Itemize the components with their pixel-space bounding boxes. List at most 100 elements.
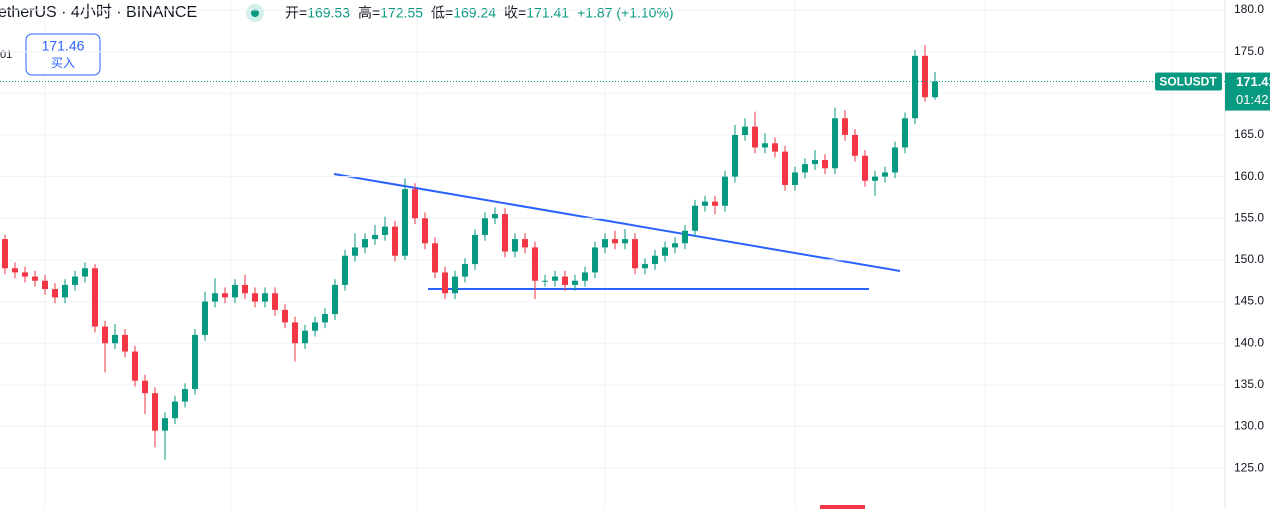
candle-body	[142, 380, 148, 394]
candle-body	[492, 214, 498, 219]
candle-body	[292, 322, 298, 344]
candle-body	[72, 276, 78, 285]
price-tag-bg	[1225, 72, 1270, 111]
high-label: 高=	[358, 5, 380, 21]
candle-body	[502, 214, 508, 252]
candle-body	[52, 289, 58, 298]
buy-price[interactable]: 171.46	[42, 38, 85, 54]
candle-body	[732, 134, 738, 177]
candle-body	[302, 330, 308, 344]
y-tick-label: 145.0	[1234, 294, 1264, 308]
candle-body	[652, 255, 658, 265]
marker	[820, 505, 865, 509]
candle-body	[892, 147, 898, 173]
candle-body	[422, 218, 428, 244]
candle-body	[912, 55, 918, 119]
candle-body	[322, 314, 328, 323]
buy-label[interactable]: 买入	[51, 56, 75, 70]
y-tick-label: 125.0	[1234, 460, 1264, 474]
candle-body	[452, 276, 458, 294]
candle-body	[592, 247, 598, 273]
candle-body	[712, 201, 718, 206]
close-label: 收=	[504, 5, 526, 21]
candle-body	[2, 239, 8, 269]
candle-body	[812, 159, 818, 165]
header: etherUS · 4小时 · BINANCE 开= 169.53 高= 172.55…	[0, 3, 674, 22]
y-tick-label: 180.0	[1234, 2, 1264, 16]
candle-body	[642, 264, 648, 269]
candle-body	[622, 239, 628, 244]
candle-body	[382, 226, 388, 235]
price-tag: 171.41	[1236, 74, 1270, 89]
candle-body	[352, 247, 358, 256]
candle-body	[62, 284, 68, 298]
high-value: 172.55	[380, 5, 423, 21]
candle-body	[692, 205, 698, 231]
y-tick-label: 140.0	[1234, 335, 1264, 349]
y-tick-label: 150.0	[1234, 252, 1264, 266]
candle-body	[202, 301, 208, 335]
candle-body	[402, 189, 408, 256]
buy-button[interactable]	[25, 33, 101, 76]
candle-body	[772, 143, 778, 152]
candle-body	[192, 334, 198, 390]
vertical-grid	[44, 0, 1173, 509]
y-tick-label: 165.0	[1234, 127, 1264, 141]
candle-body	[222, 293, 228, 298]
candle-body	[332, 284, 338, 315]
candle-body	[522, 239, 528, 248]
candle-body	[112, 334, 118, 344]
symbol-tag-bg	[1155, 72, 1222, 91]
candle-body	[722, 176, 728, 206]
candle-body	[372, 234, 378, 240]
candle-body	[462, 264, 468, 277]
candle-body	[862, 155, 868, 181]
candle-body	[662, 247, 668, 256]
candle-body	[482, 218, 488, 235]
y-tick-label: 130.0	[1234, 419, 1264, 433]
candle-body	[512, 239, 518, 252]
trend-line	[333, 173, 901, 272]
candle-body	[42, 280, 48, 290]
countdown: 01:42	[1236, 92, 1269, 107]
candle-body	[842, 118, 848, 135]
candle-body	[442, 272, 448, 294]
candle-body	[532, 247, 538, 281]
candle-body	[922, 55, 928, 98]
candle-body	[702, 201, 708, 206]
candle-body	[252, 293, 258, 302]
y-tick-label: 175.0	[1234, 44, 1264, 58]
candle-body	[672, 243, 678, 248]
symbol-title: etherUS · 4小时 · BINANCE	[0, 3, 197, 21]
candle-body	[412, 189, 418, 219]
cut-label: 01	[0, 49, 12, 61]
candle-body	[82, 268, 88, 277]
candle-body	[562, 276, 568, 285]
candle-body	[182, 389, 188, 402]
candle-body	[882, 172, 888, 177]
candle-body	[852, 134, 858, 156]
candle-body	[582, 272, 588, 281]
candle-body	[472, 234, 478, 265]
low-value: 169.24	[453, 5, 496, 21]
candle-body	[212, 293, 218, 302]
candle-body	[262, 293, 268, 302]
candle-body	[612, 239, 618, 244]
candle-body	[22, 272, 28, 277]
candle-body	[782, 151, 788, 185]
candle-body	[152, 393, 158, 431]
candle-body	[362, 239, 368, 248]
candle-body	[682, 230, 688, 244]
candle-body	[932, 81, 938, 98]
candle-body	[132, 351, 138, 381]
candle-body	[272, 293, 278, 310]
y-tick-label: 160.0	[1234, 169, 1264, 183]
candle-body	[752, 126, 758, 148]
candle-body	[802, 164, 808, 173]
candle-body	[342, 255, 348, 285]
status-dot	[251, 9, 259, 17]
candle-body	[432, 243, 438, 273]
close-value: 171.41	[526, 5, 569, 21]
candle-body	[32, 276, 38, 281]
